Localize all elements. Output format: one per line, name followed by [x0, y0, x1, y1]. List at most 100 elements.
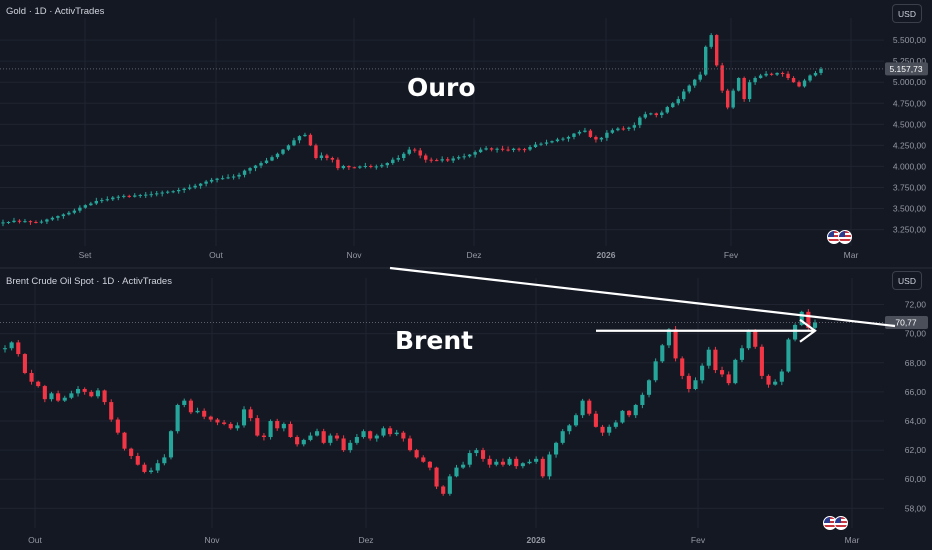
candle — [155, 193, 159, 195]
gold-currency-button[interactable]: USD — [892, 4, 922, 23]
gold-flags[interactable] — [827, 230, 852, 244]
candle — [719, 370, 725, 375]
candle — [407, 149, 411, 154]
candle — [451, 158, 455, 161]
candle — [162, 457, 167, 464]
candle — [204, 181, 208, 184]
candle — [341, 438, 346, 451]
brent-symbol-title[interactable]: Brent Crude Oil Spot · 1D · ActivTrades — [6, 276, 172, 287]
candle — [62, 397, 67, 401]
x-tick-label: Dez — [358, 535, 373, 545]
candle — [554, 442, 559, 455]
brent-currency-button[interactable]: USD — [892, 271, 922, 290]
candle — [660, 112, 664, 116]
candle — [56, 393, 61, 401]
candle — [50, 217, 55, 220]
candle — [704, 46, 708, 75]
candle — [89, 391, 94, 397]
candle — [319, 155, 324, 158]
candle — [454, 467, 459, 477]
candle — [616, 128, 620, 131]
candle — [49, 393, 54, 400]
candle — [82, 388, 87, 392]
candle — [363, 166, 368, 167]
candle — [135, 455, 140, 465]
candle — [348, 442, 353, 451]
y-tick-label: 68,00 — [905, 358, 927, 368]
candle — [434, 467, 439, 487]
candle — [67, 212, 71, 215]
candle — [700, 365, 705, 381]
candle — [215, 419, 220, 423]
candle — [295, 437, 300, 445]
candle — [665, 107, 669, 113]
candle — [775, 72, 779, 75]
candle — [812, 322, 818, 328]
candle — [268, 421, 273, 438]
candle — [779, 371, 784, 382]
candle — [680, 358, 685, 376]
candle — [573, 415, 579, 426]
candle — [507, 458, 512, 465]
candle — [456, 157, 461, 159]
candle — [560, 431, 565, 443]
candle — [394, 432, 399, 435]
gold-overlay-label: Ouro — [407, 73, 476, 102]
candle — [440, 159, 444, 161]
candle — [261, 435, 266, 438]
candle — [325, 155, 329, 158]
candle — [248, 409, 253, 419]
last-price-tag — [885, 315, 928, 329]
candle — [480, 450, 486, 459]
candle — [726, 374, 731, 384]
candle — [56, 216, 60, 218]
candle — [149, 470, 154, 472]
candle — [9, 342, 14, 349]
candle — [95, 390, 101, 397]
last-price-tag — [885, 62, 928, 76]
brent-flags[interactable] — [823, 516, 848, 530]
candle — [175, 405, 180, 432]
candle — [653, 361, 658, 381]
y-tick-label: 64,00 — [905, 416, 927, 426]
candle — [539, 143, 543, 145]
candle — [22, 354, 27, 373]
candle — [747, 82, 752, 100]
candle — [819, 68, 823, 73]
y-tick-label: 3.250,00 — [893, 225, 926, 235]
candle — [142, 464, 147, 472]
candle — [421, 457, 426, 462]
candle — [638, 117, 642, 126]
brent-annotations — [389, 266, 896, 343]
gold-symbol-title[interactable]: Gold · 1D · ActivTrades — [6, 6, 105, 17]
candle — [29, 372, 34, 382]
brent-overlay-label: Brent — [395, 326, 474, 355]
candle — [632, 125, 637, 128]
candle — [547, 454, 552, 477]
candle — [352, 167, 357, 169]
candle — [753, 78, 757, 83]
candle — [374, 435, 379, 439]
candle — [385, 163, 389, 166]
candle — [484, 148, 488, 150]
candle — [176, 190, 181, 192]
candle — [418, 150, 422, 156]
candle — [122, 195, 126, 197]
candle — [69, 393, 74, 398]
candle — [693, 79, 697, 86]
candle — [534, 458, 539, 462]
candle — [1, 222, 5, 224]
candle — [706, 349, 711, 366]
candle — [671, 103, 675, 108]
candle — [193, 185, 197, 188]
candle — [235, 425, 240, 429]
candle — [303, 134, 307, 137]
candle — [208, 416, 213, 420]
candle — [506, 149, 510, 151]
candle — [369, 166, 373, 167]
candle — [587, 400, 592, 414]
candle — [248, 168, 252, 171]
candle — [427, 461, 432, 468]
candle — [520, 463, 525, 467]
